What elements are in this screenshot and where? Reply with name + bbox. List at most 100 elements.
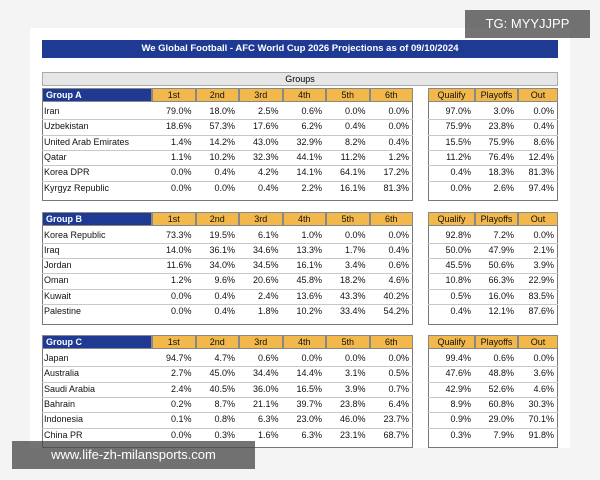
position-probability: 3.4%: [344, 260, 366, 271]
position-probability: 14.0%: [165, 244, 192, 255]
position-probability: 13.3%: [296, 244, 322, 255]
position-probability: 13.6%: [296, 290, 322, 301]
outcome-probability: 0.5%: [450, 290, 471, 301]
outcome-probability: 23.8%: [488, 121, 514, 132]
outcome-probability: 45.5%: [445, 260, 471, 271]
row-line: [42, 134, 413, 136]
position-probability: 8.7%: [214, 398, 235, 409]
watermark: www.life-zh-milansports.com: [12, 441, 255, 469]
outcome-probability: 0.4%: [450, 306, 471, 316]
outcome-probability: 8.6%: [533, 136, 554, 147]
outcome-probability: 66.3%: [488, 275, 514, 286]
outcome-probability: 87.6%: [528, 306, 554, 316]
row-line: [428, 304, 558, 305]
column-header: Playoffs: [475, 335, 518, 349]
column-header: 2nd: [195, 335, 239, 349]
row-line: [428, 427, 558, 429]
row-line: [42, 396, 413, 398]
position-probability: 1.0%: [301, 229, 322, 240]
row-line: [428, 165, 558, 167]
outcome-probability: 75.9%: [445, 121, 471, 132]
column-header: Qualify: [428, 335, 475, 349]
position-probability: 4.2%: [257, 167, 279, 178]
row-line: [42, 304, 413, 305]
row-line: [42, 119, 413, 121]
team-name: Qatar: [44, 151, 67, 162]
position-probability: 79.0%: [165, 106, 192, 116]
position-probability: 0.0%: [388, 106, 409, 116]
position-probability: 34.5%: [252, 260, 279, 271]
column-header: 6th: [369, 335, 413, 349]
column-header: Qualify: [428, 211, 475, 226]
outcome-probability: 15.5%: [445, 136, 471, 147]
team-name: Kyrgyz Republic: [44, 182, 110, 193]
outcome-probability: 2.6%: [493, 182, 514, 193]
outcome-probability: 30.3%: [528, 398, 554, 409]
position-probability: 0.0%: [170, 290, 192, 301]
column-header: Playoffs: [475, 88, 518, 102]
outcome-probability: 91.8%: [528, 429, 554, 440]
outcome-probability: 0.9%: [450, 414, 471, 425]
row-line: [428, 149, 558, 151]
row-line: [42, 273, 413, 275]
position-probability: 0.0%: [301, 353, 322, 363]
team-name: Japan: [44, 353, 69, 363]
position-probability: 23.8%: [339, 398, 366, 409]
row-line: [428, 366, 558, 368]
outcome-probability: 3.6%: [533, 368, 554, 379]
position-probability: 45.8%: [296, 275, 322, 286]
row-line: [42, 427, 413, 429]
column-header: Playoffs: [475, 211, 518, 226]
position-probability: 0.4%: [257, 182, 279, 193]
position-probability: 1.4%: [170, 136, 192, 147]
team-name: Uzbekistan: [44, 121, 89, 132]
column-header: 3rd: [239, 88, 283, 102]
position-probability: 0.0%: [344, 106, 366, 116]
column-header: 4th: [282, 211, 326, 226]
outcome-probability: 18.3%: [488, 167, 514, 178]
position-probability: 18.6%: [165, 121, 192, 132]
team-name: Palestine: [44, 306, 82, 316]
position-probability: 17.6%: [252, 121, 279, 132]
outcome-probability: 0.0%: [533, 106, 554, 116]
outcome-probability: 0.0%: [533, 229, 554, 240]
position-probability: 0.0%: [170, 182, 192, 193]
position-probability: 16.1%: [296, 260, 322, 271]
row-line: [428, 381, 558, 383]
column-header: 2nd: [195, 211, 239, 226]
outcome-probability: 99.4%: [445, 353, 471, 363]
outcome-probability: 75.9%: [488, 136, 514, 147]
position-probability: 20.6%: [252, 275, 279, 286]
position-probability: 81.3%: [383, 182, 409, 193]
outcome-probability: 97.0%: [445, 106, 471, 116]
team-name: China PR: [44, 429, 83, 440]
position-probability: 10.2%: [296, 306, 322, 316]
position-probability: 0.0%: [344, 229, 366, 240]
position-probability: 16.1%: [339, 182, 366, 193]
position-probability: 0.1%: [170, 414, 192, 425]
row-line: [42, 288, 413, 290]
position-probability: 45.0%: [209, 368, 235, 379]
position-probability: 0.8%: [214, 414, 235, 425]
position-probability: 39.7%: [296, 398, 322, 409]
position-probability: 2.4%: [257, 290, 279, 301]
position-probability: 34.4%: [252, 368, 279, 379]
outcome-probability: 60.8%: [488, 398, 514, 409]
row-line: [428, 119, 558, 121]
row-line: [42, 381, 413, 383]
position-probability: 40.5%: [209, 383, 235, 394]
position-probability: 0.6%: [257, 353, 279, 363]
column-header: 1st: [152, 88, 196, 102]
position-probability: 57.3%: [209, 121, 235, 132]
outcome-probability: 8.9%: [450, 398, 471, 409]
position-probability: 1.2%: [388, 151, 409, 162]
outcome-probability: 12.1%: [488, 306, 514, 316]
row-line: [42, 412, 413, 414]
position-probability: 94.7%: [165, 353, 192, 363]
position-probability: 4.6%: [388, 275, 409, 286]
team-name: Indonesia: [44, 414, 84, 425]
position-probability: 43.3%: [339, 290, 366, 301]
position-probability: 17.2%: [383, 167, 409, 178]
outcome-probability: 0.0%: [533, 353, 554, 363]
